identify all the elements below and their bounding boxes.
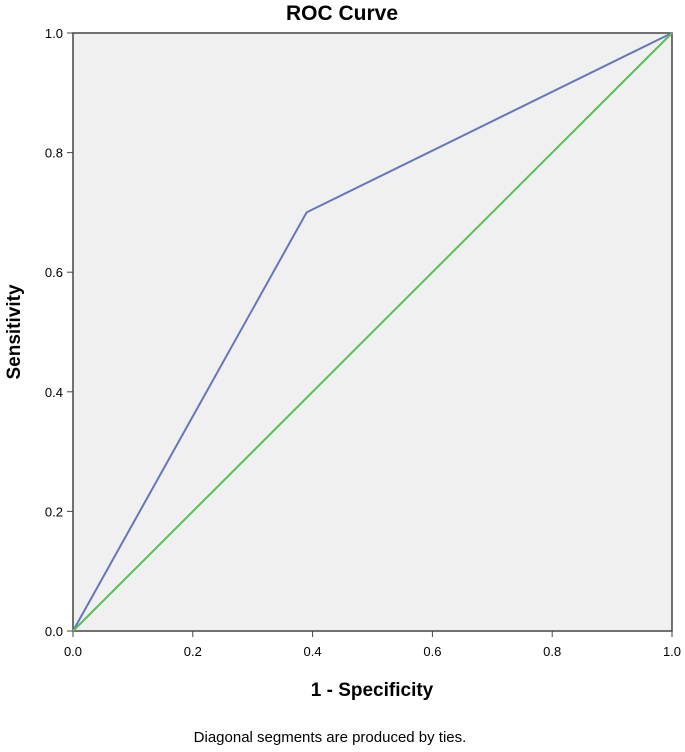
y-tick-label: 0.0: [45, 624, 63, 639]
roc-curve-line: [72, 32, 673, 632]
y-tick-label: 1.0: [45, 26, 63, 41]
reference-line: [72, 32, 673, 632]
x-axis-label: 1 - Specificity: [311, 680, 434, 701]
chart-title: ROC Curve: [286, 2, 398, 25]
x-tick-label: 0.0: [64, 644, 82, 659]
x-tick-label: 0.6: [423, 644, 441, 659]
x-axis-ticks: 0.0 0.2 0.4 0.6 0.8 1.0: [64, 631, 681, 659]
x-tick-label: 0.2: [184, 644, 202, 659]
x-tick-label: 0.4: [304, 644, 322, 659]
y-tick-label: 0.6: [45, 265, 63, 280]
y-tick-label: 0.8: [45, 146, 63, 161]
x-tick-label: 1.0: [663, 644, 681, 659]
footnote: Diagonal segments are produced by ties.: [194, 729, 467, 746]
series-group: [72, 32, 673, 632]
y-tick-label: 0.4: [45, 385, 63, 400]
y-tick-label: 0.2: [45, 504, 63, 519]
y-axis-ticks: 0.0 0.2 0.4 0.6 0.8 1.0: [45, 26, 73, 639]
y-axis-label: Sensitivity: [4, 284, 25, 379]
x-tick-label: 0.8: [543, 644, 561, 659]
